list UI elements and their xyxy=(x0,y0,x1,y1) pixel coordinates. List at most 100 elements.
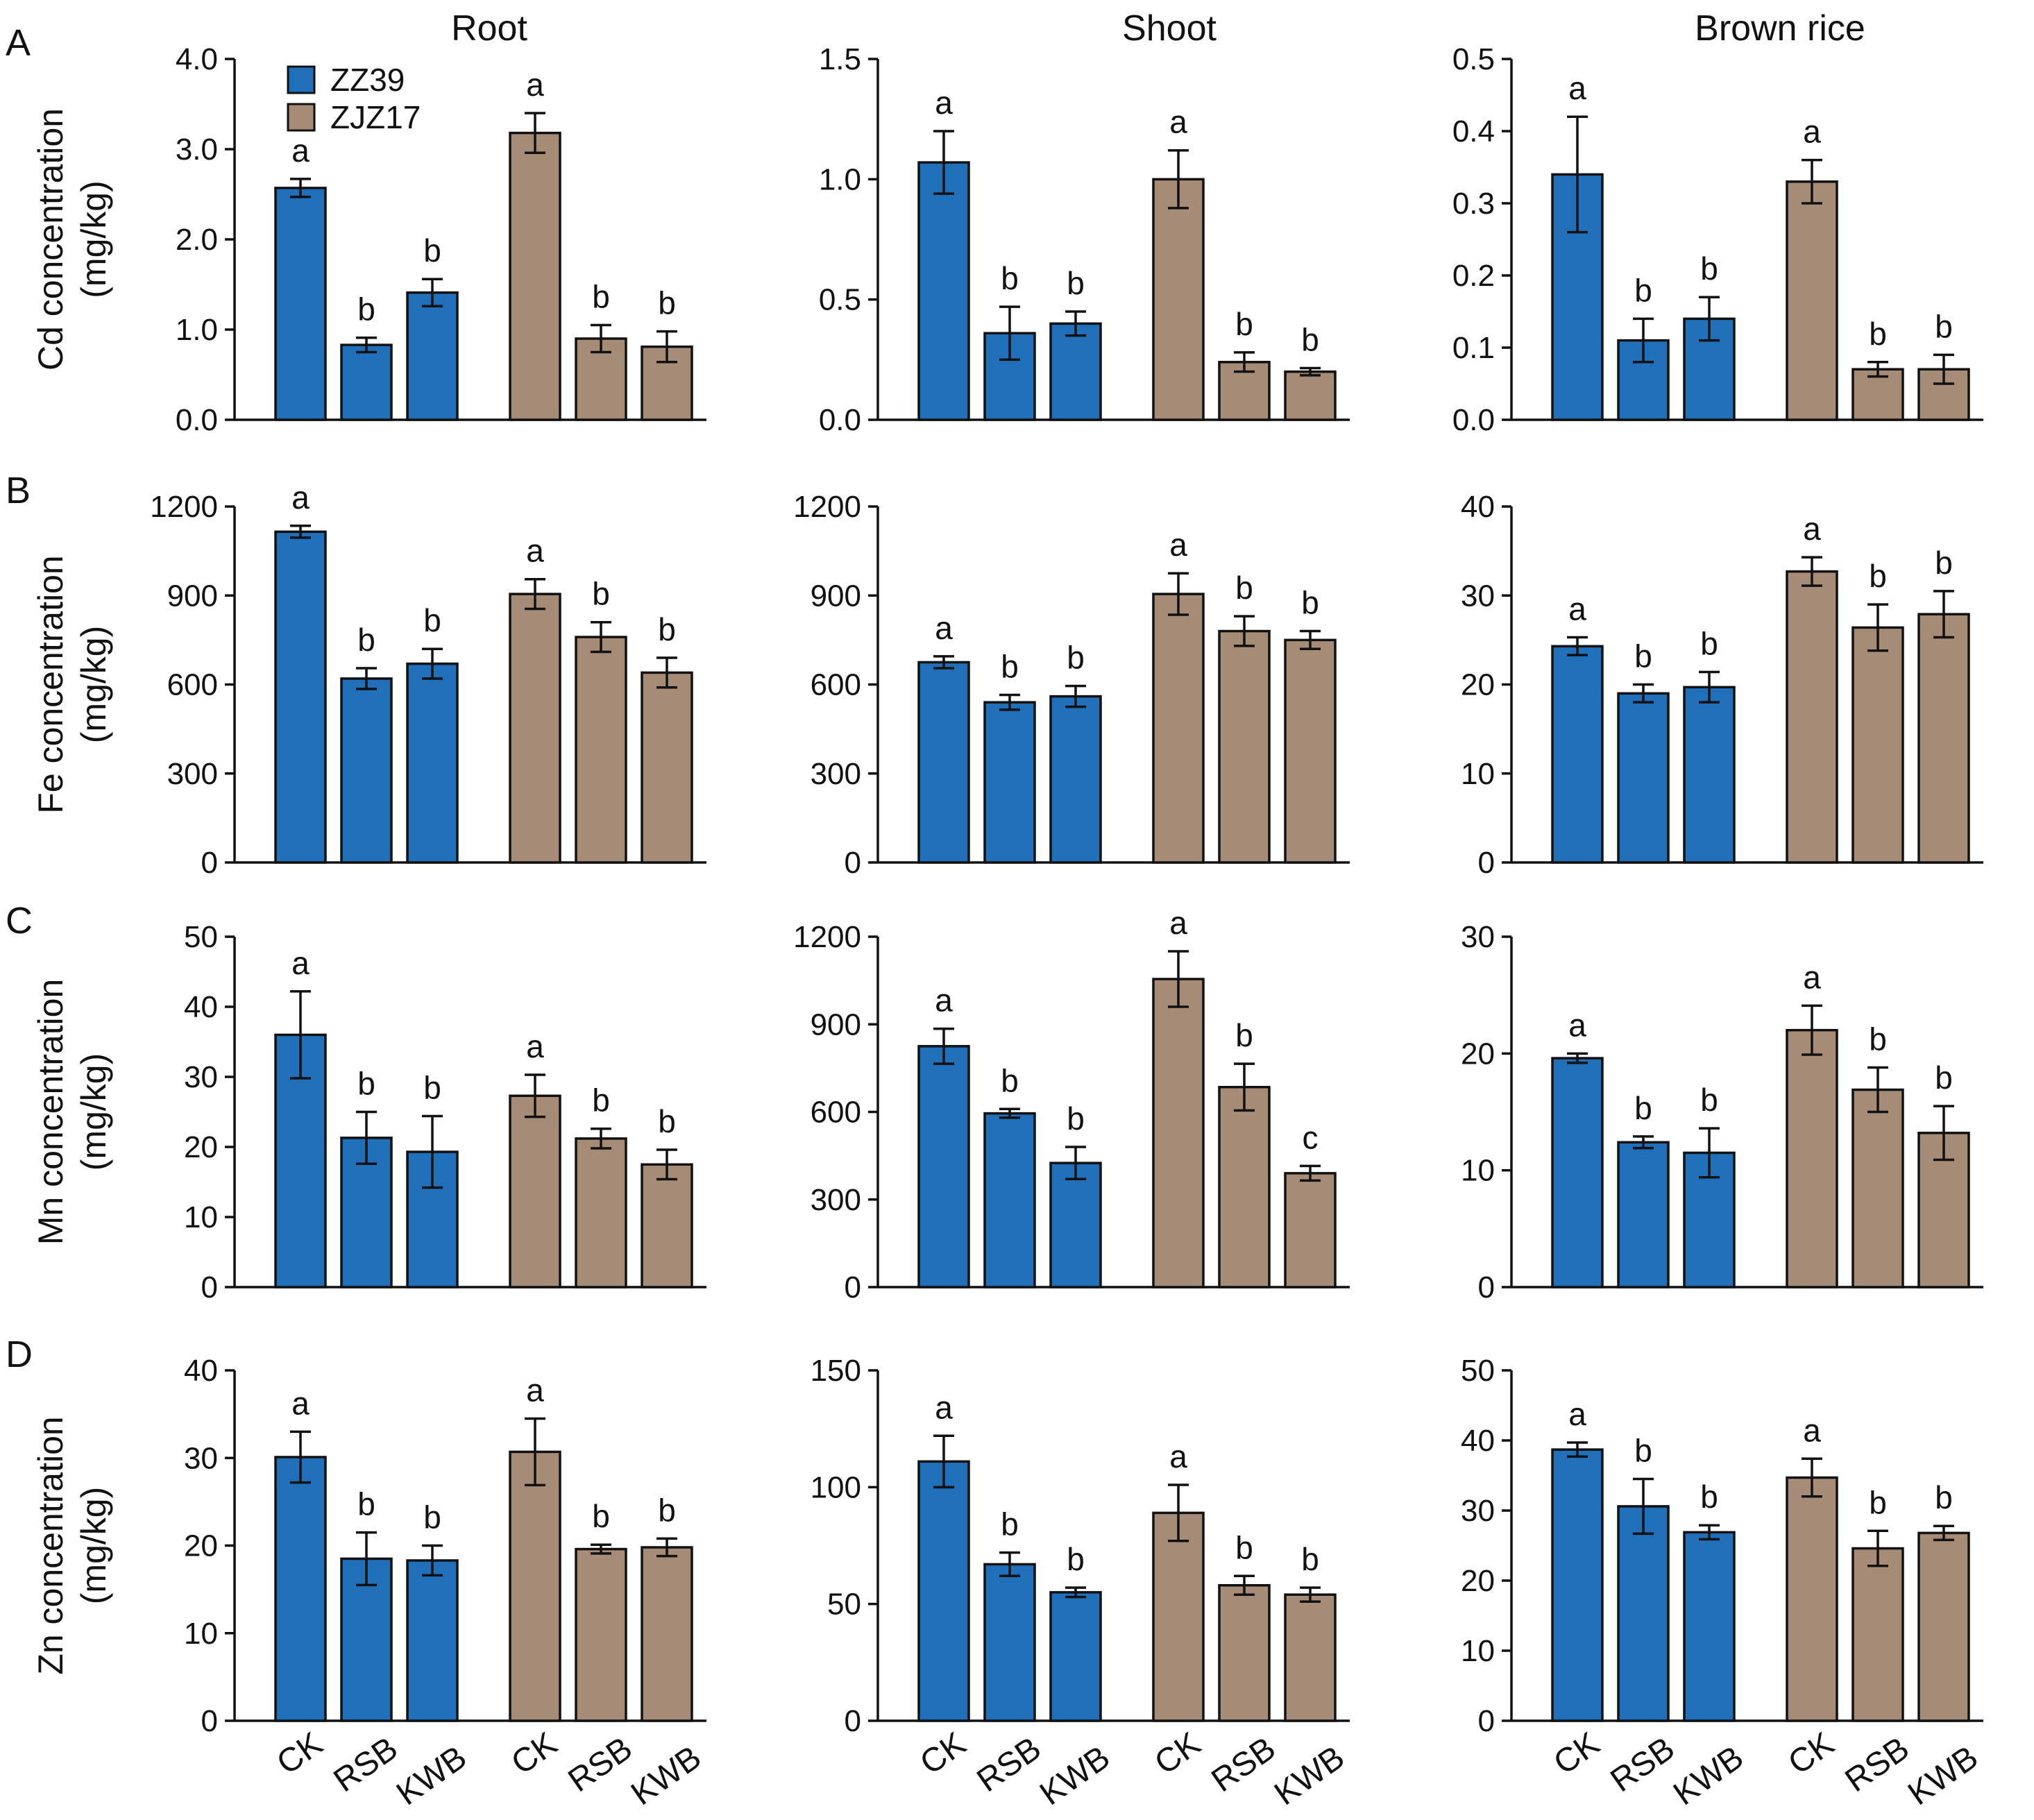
significance-letter: a xyxy=(1803,114,1821,150)
bar-ZJZ17-KWB xyxy=(1284,1593,1337,1722)
y-tick-label: 40 xyxy=(1461,490,1495,524)
bar-ZJZ17-CK xyxy=(509,1450,561,1722)
significance-letter: b xyxy=(423,1070,441,1106)
significance-letter: b xyxy=(357,1066,375,1102)
significance-letter: a xyxy=(526,533,544,569)
bar-ZZ39-CK xyxy=(1551,1448,1604,1722)
significance-letter: a xyxy=(526,67,544,103)
bar-ZZ39-KWB xyxy=(1049,695,1102,864)
significance-letter: b xyxy=(1700,626,1718,662)
column-title-1: Shoot xyxy=(1122,8,1217,49)
bar-ZJZ17-KWB xyxy=(641,671,693,864)
significance-letter: a xyxy=(1169,104,1187,140)
significance-letter: b xyxy=(1067,1100,1085,1137)
legend-swatch-ZZ39 xyxy=(287,65,316,94)
significance-letter: b xyxy=(1001,1062,1019,1098)
significance-letter: b xyxy=(658,611,676,647)
significance-letter: b xyxy=(1235,570,1253,606)
y-tick-label: 2.0 xyxy=(176,223,218,257)
bar-ZJZ17-KWB xyxy=(1917,613,1970,864)
significance-letter: c xyxy=(1303,1119,1319,1155)
y-tick-label: 3.0 xyxy=(176,133,218,167)
y-tick-label: 20 xyxy=(184,1529,218,1563)
panel-letter-A: A xyxy=(6,22,31,64)
x-category-RSB: RSB xyxy=(1838,1730,1915,1799)
y-tick-label: 0.0 xyxy=(819,403,861,437)
bar-ZJZ17-RSB xyxy=(575,636,627,864)
significance-letter: a xyxy=(1803,511,1821,547)
significance-letter: a xyxy=(1568,70,1586,106)
y-tick-label: 600 xyxy=(811,1096,861,1130)
y-tick-label: 10 xyxy=(184,1200,218,1234)
bar-ZJZ17-KWB xyxy=(1917,1531,1970,1722)
y-tick-label: 300 xyxy=(811,1183,861,1217)
y-tick-label: 300 xyxy=(167,757,218,791)
significance-letter: b xyxy=(1634,638,1652,674)
ylabel-line2: (mg/kg) xyxy=(74,180,113,298)
significance-letter: a xyxy=(1803,1412,1821,1448)
significance-letter: b xyxy=(357,291,375,328)
y-tick-label: 50 xyxy=(184,920,218,954)
panel-letter-D: D xyxy=(6,1334,33,1375)
bar-ZZ39-KWB xyxy=(406,662,459,864)
bar-ZZ39-KWB xyxy=(1049,322,1102,421)
significance-letter: b xyxy=(1067,1541,1085,1577)
y-tick-label: 0 xyxy=(201,846,218,880)
significance-letter: b xyxy=(1235,306,1253,342)
panel-A-shoot: 0.0 0.5 1.0 1.5 a b b a b b xyxy=(819,42,1350,437)
significance-letter: a xyxy=(1169,1438,1187,1474)
significance-letter: b xyxy=(423,1499,441,1536)
y-tick-label: 30 xyxy=(1461,1494,1495,1528)
y-tick-label: 1.0 xyxy=(819,162,861,196)
x-category-RSB: RSB xyxy=(327,1730,404,1799)
y-tick-label: 900 xyxy=(811,579,861,613)
y-tick-label: 1200 xyxy=(793,920,861,954)
y-tick-label: 0.5 xyxy=(1452,42,1495,76)
significance-letter: b xyxy=(1869,1484,1887,1520)
significance-letter: a xyxy=(1568,591,1586,627)
y-tick-label: 10 xyxy=(1461,757,1495,791)
panel-C-brown-rice: 0 10 20 30 a b b a b b xyxy=(1461,920,1983,1304)
significance-letter: b xyxy=(1301,321,1319,357)
significance-letter: b xyxy=(1301,1541,1319,1577)
bar-ZJZ17-KWB xyxy=(641,1163,693,1289)
x-category-CK: CK xyxy=(1149,1725,1207,1782)
panel-letter-B: B xyxy=(6,470,31,511)
bar-ZZ39-CK xyxy=(917,661,970,864)
panel-B-shoot: 0 300 600 900 1200 a b b a b b xyxy=(793,490,1350,880)
bar-ZZ39-CK xyxy=(1551,645,1604,864)
significance-letter: a xyxy=(935,983,953,1019)
significance-letter: b xyxy=(1935,308,1953,344)
significance-letter: b xyxy=(592,576,610,612)
bar-ZZ39-CK xyxy=(274,187,327,421)
ylabel-row-D: Zn concentration (mg/kg) xyxy=(31,1416,113,1674)
y-tick-label: 0 xyxy=(845,1270,861,1304)
bar-ZJZ17-RSB xyxy=(575,1547,627,1722)
significance-letter: b xyxy=(423,602,441,638)
bar-ZZ39-RSB xyxy=(1617,692,1670,864)
x-category-CK: CK xyxy=(1782,1725,1841,1782)
significance-letter: b xyxy=(1001,1506,1019,1542)
y-tick-label: 600 xyxy=(811,668,861,702)
bar-ZJZ17-CK xyxy=(1152,593,1205,864)
significance-letter: b xyxy=(1235,1017,1253,1053)
significance-letter: b xyxy=(357,1486,375,1522)
column-title-2: Brown rice xyxy=(1695,8,1865,49)
ylabel-row-B: Fe concentration (mg/kg) xyxy=(31,555,113,813)
bar-ZZ39-RSB xyxy=(340,343,393,421)
bar-ZJZ17-KWB xyxy=(1284,1172,1337,1289)
x-category-RSB: RSB xyxy=(561,1730,638,1799)
ylabel-line1: Mn concentration xyxy=(31,979,70,1245)
y-tick-label: 0.5 xyxy=(819,283,861,317)
x-category-RSB: RSB xyxy=(970,1730,1047,1799)
y-tick-label: 0.1 xyxy=(1452,331,1495,365)
x-category-KWB: KWB xyxy=(1901,1739,1985,1812)
y-tick-label: 30 xyxy=(1461,920,1495,954)
y-tick-label: 600 xyxy=(167,668,218,702)
y-tick-label: 50 xyxy=(827,1588,861,1622)
bar-ZJZ17-CK xyxy=(1786,180,1838,421)
